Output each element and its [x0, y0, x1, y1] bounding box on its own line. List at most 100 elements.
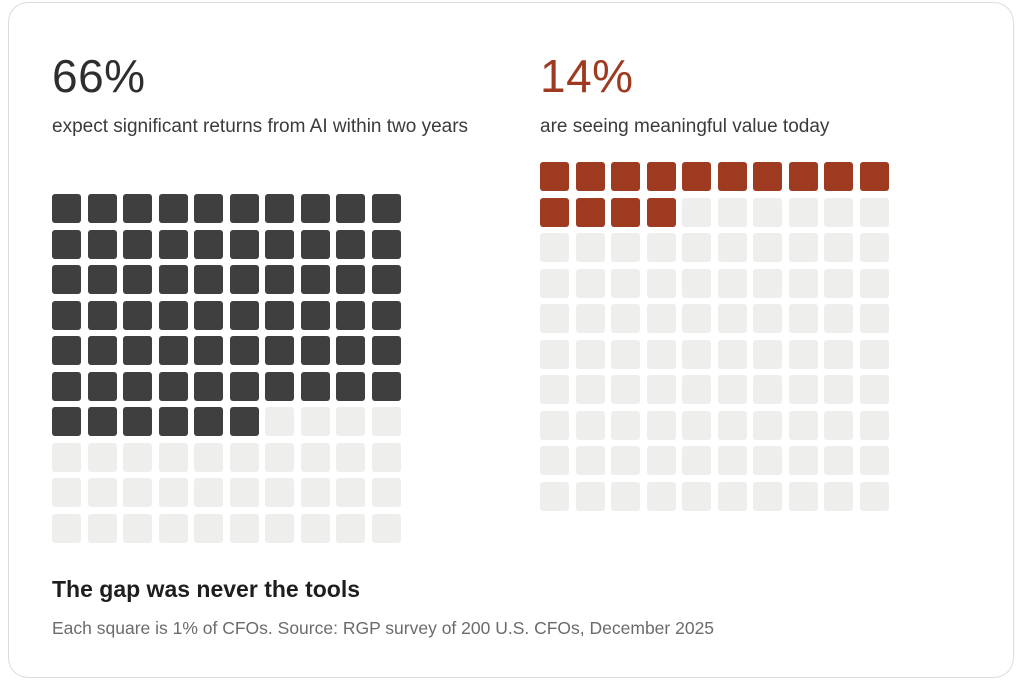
empty-square [123, 513, 152, 543]
empty-square [646, 268, 676, 298]
empty-square [859, 339, 889, 369]
filled-square [229, 300, 259, 330]
empty-square [229, 442, 259, 472]
empty-square [859, 446, 889, 475]
filled-square [229, 229, 259, 259]
empty-square [575, 481, 605, 511]
filled-square [300, 336, 330, 365]
empty-square [859, 481, 889, 511]
filled-square [611, 197, 640, 227]
empty-square [646, 375, 676, 404]
empty-square [682, 304, 711, 333]
filled-square [87, 229, 117, 259]
empty-square [575, 268, 605, 298]
empty-square [753, 304, 782, 333]
filled-square [824, 162, 853, 191]
empty-square [611, 410, 640, 440]
empty-square [300, 513, 330, 543]
filled-square [194, 194, 223, 223]
empty-square [753, 197, 782, 227]
empty-square [300, 478, 330, 507]
source-note: Each square is 1% of CFOs. Source: RGP s… [52, 618, 715, 638]
empty-square [540, 339, 569, 369]
filled-square [371, 336, 401, 365]
filled-square [52, 265, 81, 294]
empty-square [611, 268, 640, 298]
filled-square [336, 229, 365, 259]
empty-square [194, 442, 223, 472]
filled-square [229, 336, 259, 365]
empty-square [717, 268, 747, 298]
empty-square [371, 513, 401, 543]
empty-square [788, 446, 818, 475]
empty-square [824, 375, 853, 404]
filled-square [859, 162, 889, 191]
empty-square [540, 233, 569, 262]
filled-square [123, 371, 152, 401]
empty-square [824, 304, 853, 333]
filled-square [87, 194, 117, 223]
filled-square [123, 229, 152, 259]
empty-square [717, 375, 747, 404]
empty-square [158, 442, 188, 472]
filled-square [158, 194, 188, 223]
filled-square [682, 162, 711, 191]
empty-square [646, 410, 676, 440]
filled-square [371, 300, 401, 330]
filled-square [87, 407, 117, 436]
empty-square [158, 513, 188, 543]
right-waffle-grid [540, 162, 889, 511]
filled-square [371, 229, 401, 259]
filled-square [540, 162, 569, 191]
empty-square [788, 197, 818, 227]
empty-square [717, 233, 747, 262]
empty-square [824, 446, 853, 475]
empty-square [265, 407, 294, 436]
empty-square [371, 478, 401, 507]
filled-square [52, 300, 81, 330]
filled-square [575, 197, 605, 227]
empty-square [540, 304, 569, 333]
empty-square [229, 513, 259, 543]
left-stat-value: 66% [52, 50, 146, 102]
filled-square [87, 371, 117, 401]
empty-square [575, 375, 605, 404]
empty-square [682, 233, 711, 262]
empty-square [824, 481, 853, 511]
empty-square [717, 197, 747, 227]
filled-square [371, 265, 401, 294]
empty-square [540, 481, 569, 511]
filled-square [265, 300, 294, 330]
filled-square [229, 194, 259, 223]
empty-square [611, 233, 640, 262]
filled-square [194, 371, 223, 401]
empty-square [682, 481, 711, 511]
filled-square [87, 300, 117, 330]
empty-square [824, 339, 853, 369]
filled-square [300, 229, 330, 259]
empty-square [300, 407, 330, 436]
filled-square [336, 300, 365, 330]
filled-square [229, 371, 259, 401]
empty-square [717, 410, 747, 440]
empty-square [859, 197, 889, 227]
empty-square [336, 442, 365, 472]
empty-square [265, 478, 294, 507]
filled-square [300, 371, 330, 401]
filled-square [575, 162, 605, 191]
empty-square [540, 446, 569, 475]
filled-square [158, 229, 188, 259]
chart-headline: The gap was never the tools [52, 576, 361, 602]
empty-square [229, 478, 259, 507]
empty-square [540, 268, 569, 298]
filled-square [194, 336, 223, 365]
filled-square [717, 162, 747, 191]
filled-square [229, 265, 259, 294]
filled-square [540, 197, 569, 227]
filled-square [371, 194, 401, 223]
filled-square [336, 336, 365, 365]
empty-square [859, 375, 889, 404]
empty-square [646, 446, 676, 475]
empty-square [753, 375, 782, 404]
empty-square [788, 410, 818, 440]
